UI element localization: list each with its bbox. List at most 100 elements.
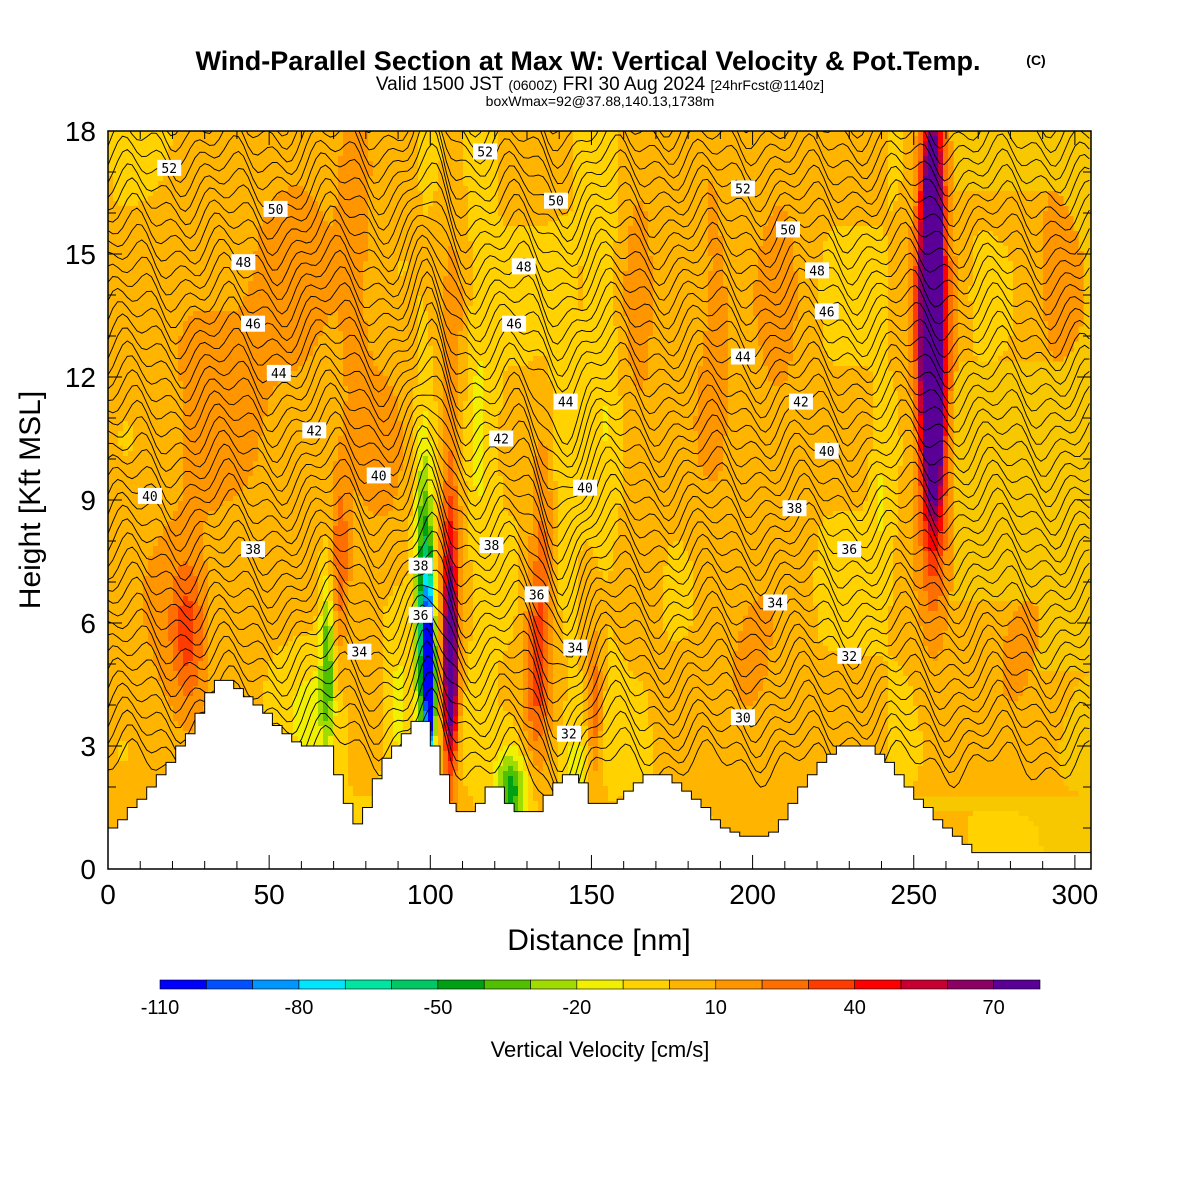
velocity-cell <box>468 531 519 537</box>
velocity-cell <box>693 601 754 607</box>
velocity-cell <box>498 176 574 182</box>
velocity-cell <box>888 136 904 142</box>
velocity-cell <box>873 396 899 402</box>
velocity-cell <box>948 331 954 337</box>
velocity-cell <box>578 296 584 302</box>
velocity-cell <box>1043 261 1084 267</box>
velocity-cell <box>538 551 549 557</box>
velocity-cell <box>438 681 444 687</box>
velocity-cell <box>418 646 424 652</box>
velocity-cell <box>108 141 174 147</box>
y-tick-label: 3 <box>80 731 96 762</box>
velocity-cell <box>528 791 534 797</box>
velocity-cell <box>928 166 939 172</box>
velocity-cell <box>473 276 579 282</box>
velocity-cell <box>498 776 504 782</box>
velocity-cell <box>868 486 879 492</box>
velocity-cell <box>623 296 654 302</box>
velocity-cell <box>498 136 574 142</box>
velocity-cell <box>458 806 479 812</box>
velocity-cell <box>728 291 754 297</box>
velocity-cell <box>728 306 754 312</box>
velocity-cell <box>923 236 944 242</box>
velocity-cell <box>608 626 614 632</box>
velocity-cell <box>943 571 954 577</box>
velocity-cell <box>918 291 924 297</box>
velocity-cell <box>888 236 909 242</box>
velocity-cell <box>913 691 1004 697</box>
velocity-cell <box>553 656 569 662</box>
velocity-cell <box>823 246 889 252</box>
velocity-cell <box>448 551 454 557</box>
velocity-cell <box>468 191 499 197</box>
velocity-cell <box>943 576 954 582</box>
velocity-cell <box>108 171 164 177</box>
velocity-cell <box>458 386 469 392</box>
velocity-cell <box>883 526 899 532</box>
velocity-cell <box>433 641 439 647</box>
velocity-cell <box>453 541 459 547</box>
velocity-cell <box>403 426 414 432</box>
velocity-cell <box>473 581 519 587</box>
velocity-cell <box>578 561 599 567</box>
velocity-cell <box>943 496 949 502</box>
velocity-cell <box>443 391 459 397</box>
velocity-cell <box>418 671 424 677</box>
velocity-cell <box>153 546 204 552</box>
velocity-cell <box>498 661 524 667</box>
velocity-cell <box>813 586 894 592</box>
velocity-cell <box>513 766 519 772</box>
velocity-cell <box>443 136 464 142</box>
colorbar-tick-label: -80 <box>284 997 313 1019</box>
velocity-cell <box>463 421 474 427</box>
velocity-cell <box>548 676 554 682</box>
velocity-cell <box>473 626 514 632</box>
velocity-cell <box>763 356 794 362</box>
velocity-cell <box>648 341 704 347</box>
velocity-cell <box>108 341 179 347</box>
velocity-cell <box>458 346 469 352</box>
velocity-cell <box>873 441 904 447</box>
velocity-cell <box>948 206 954 212</box>
velocity-cell <box>443 326 464 332</box>
velocity-cell <box>273 196 314 202</box>
velocity-cell <box>938 601 949 607</box>
x-tick-label: 250 <box>890 879 937 910</box>
velocity-cell <box>328 591 334 597</box>
velocity-cell <box>603 716 649 722</box>
velocity-cell <box>943 446 949 452</box>
velocity-cell <box>328 621 334 627</box>
velocity-cell <box>883 476 899 482</box>
velocity-cell <box>908 301 914 307</box>
velocity-cell <box>108 371 179 377</box>
velocity-cell <box>948 286 954 292</box>
velocity-cell <box>928 561 939 567</box>
velocity-cell <box>868 491 879 497</box>
velocity-cell <box>498 756 504 762</box>
velocity-cell <box>548 356 619 362</box>
velocity-cell <box>343 366 379 372</box>
velocity-cell <box>708 196 719 202</box>
velocity-cell <box>888 156 904 162</box>
velocity-cell <box>913 281 919 287</box>
velocity-cell <box>438 671 444 677</box>
velocity-cell <box>333 591 339 597</box>
velocity-cell <box>433 551 439 557</box>
velocity-cell <box>898 391 909 397</box>
contour-label: 32 <box>837 647 862 665</box>
velocity-cell <box>598 736 604 742</box>
velocity-cell <box>318 566 329 572</box>
velocity-cell <box>918 371 924 377</box>
velocity-cell <box>1048 321 1084 327</box>
velocity-cell <box>173 581 199 587</box>
velocity-cell <box>273 391 349 397</box>
velocity-cell <box>918 236 924 242</box>
velocity-cell <box>303 681 319 687</box>
velocity-cell <box>588 681 594 687</box>
velocity-cell <box>438 456 444 462</box>
velocity-cell <box>443 421 459 427</box>
velocity-cell <box>593 716 599 722</box>
velocity-cell <box>328 736 334 742</box>
velocity-cell <box>418 376 434 382</box>
